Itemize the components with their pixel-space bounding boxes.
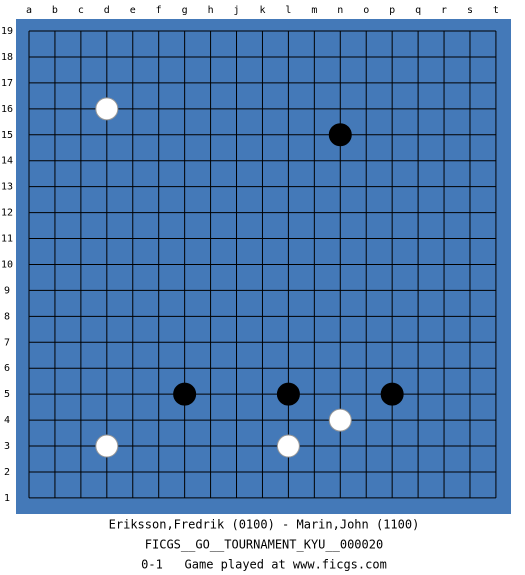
row-label: 17: [1, 78, 13, 89]
white-stone: [95, 434, 119, 458]
column-label: t: [493, 5, 499, 16]
row-label: 18: [1, 52, 13, 63]
column-label: q: [415, 5, 421, 16]
column-label: g: [182, 5, 188, 16]
row-label: 15: [1, 130, 13, 141]
row-label: 5: [4, 389, 10, 400]
players: Eriksson,Fredrik (0100) - Marin,John (11…: [109, 518, 420, 532]
row-label: 11: [1, 234, 13, 245]
white-stone: [328, 408, 352, 432]
row-label: 16: [1, 104, 13, 115]
column-label: j: [234, 5, 240, 16]
column-label: l: [285, 5, 291, 16]
row-label: 12: [1, 208, 13, 219]
row-label: 7: [4, 337, 10, 348]
black-stone: [328, 123, 352, 147]
column-label: f: [156, 5, 162, 16]
column-label: o: [363, 5, 369, 16]
column-label: a: [26, 5, 32, 16]
result: 0-1 Game played at www.ficgs.com: [141, 558, 387, 572]
white-stone: [95, 97, 119, 121]
column-label: n: [337, 5, 343, 16]
column-label: s: [467, 5, 473, 16]
column-label: d: [104, 5, 110, 16]
black-stone: [173, 382, 197, 406]
row-label: 14: [1, 156, 13, 167]
row-label: 4: [4, 415, 10, 426]
column-label: m: [311, 5, 317, 16]
row-label: 2: [4, 467, 10, 478]
column-label: c: [78, 5, 84, 16]
black-stone: [276, 382, 300, 406]
row-label: 1: [4, 493, 10, 504]
row-label: 3: [4, 441, 10, 452]
column-label: e: [130, 5, 136, 16]
black-stone: [380, 382, 404, 406]
row-label: 19: [1, 26, 13, 37]
event: FICGS__GO__TOURNAMENT_KYU__000020: [145, 538, 383, 552]
column-label: h: [208, 5, 214, 16]
column-label: k: [259, 5, 265, 16]
row-label: 10: [1, 259, 13, 270]
white-stone: [276, 434, 300, 458]
column-label: p: [389, 5, 395, 16]
row-label: 9: [4, 285, 10, 296]
column-label: r: [441, 5, 447, 16]
board: [16, 19, 511, 514]
row-label: 8: [4, 311, 10, 322]
row-label: 13: [1, 182, 13, 193]
column-label: b: [52, 5, 58, 16]
row-label: 6: [4, 363, 10, 374]
